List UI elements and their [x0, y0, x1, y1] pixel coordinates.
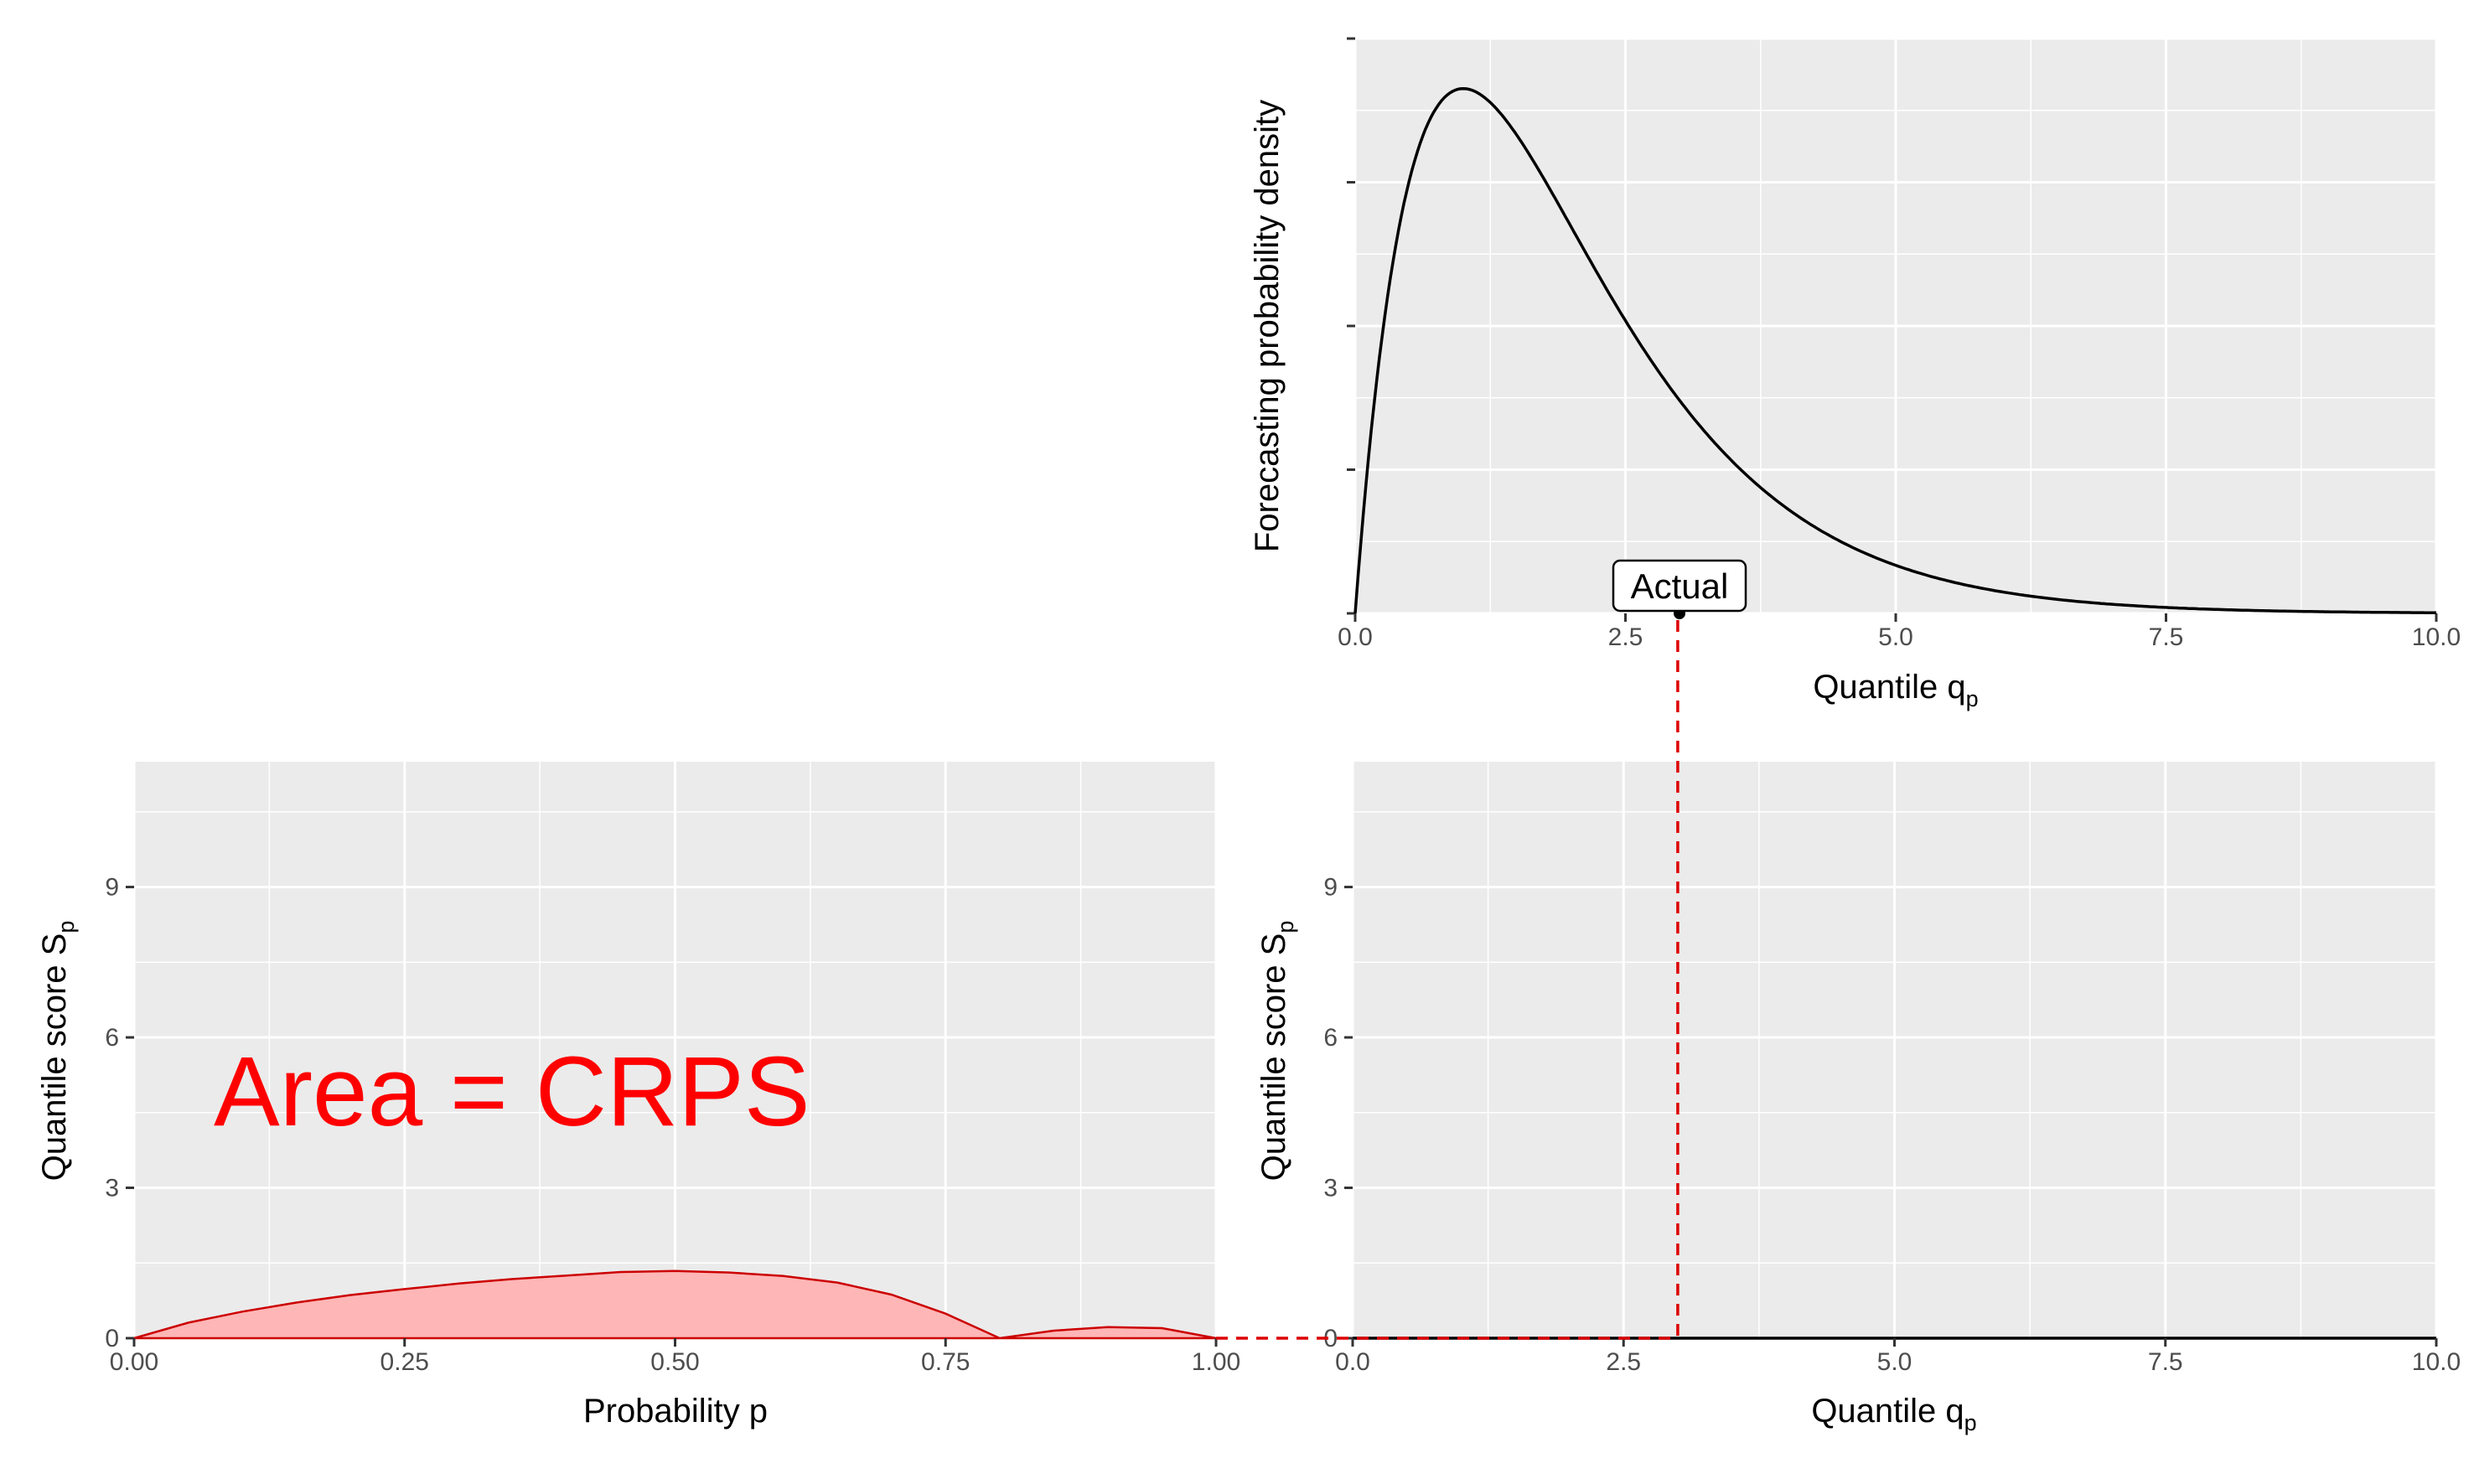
score-probability-y-tick-label: 3 [105, 1175, 119, 1202]
crps-annotation: Area = CRPS [214, 1037, 810, 1147]
density-x-tick-label: 10.0 [2412, 623, 2461, 651]
score-probability-y-tick-label: 9 [105, 874, 119, 902]
score-probability-y-axis-title-sub: p [54, 921, 79, 933]
actual-annotation: Actual [1612, 559, 1747, 619]
density-x-tick-label: 5.0 [1878, 623, 1913, 651]
score-quantile-x-tick-labels: 0.0 2.5 5.0 7.5 10.0 [1335, 1348, 2461, 1376]
score-quantile-x-tick-label: 10.0 [2412, 1348, 2461, 1376]
score-quantile-x-axis-title-main: Quantile q [1811, 1393, 1964, 1430]
score-quantile-x-axis-title-sub: p [1964, 1410, 1977, 1435]
density-x-axis-title-main: Quantile q [1813, 669, 1965, 706]
score-probability-y-tick-labels: 0 3 6 9 [105, 874, 119, 1352]
actual-label-box [1612, 559, 1747, 613]
score-probability-x-tick-label: 0.50 [650, 1348, 699, 1376]
score-probability-x-tick-labels: 0.00 0.25 0.50 0.75 1.00 [110, 1348, 1240, 1376]
score-quantile-x-tick-label: 7.5 [2148, 1348, 2183, 1376]
score-probability-y-tick-label: 0 [105, 1325, 119, 1352]
score-probability-y-axis-title-main: Quantile score S [36, 933, 73, 1182]
score-probability-x-tick-label: 0.00 [110, 1348, 158, 1376]
density-x-axis-title-sub: p [1966, 686, 1979, 711]
score-quantile-y-tick-label: 9 [1323, 874, 1338, 902]
crps-area [133, 1269, 1217, 1340]
density-y-axis-title: Forecasting probability density [1249, 100, 1286, 552]
score-probability-axis-ticks [126, 886, 1218, 1347]
score-quantile-y-tick-labels: 0 3 6 9 [1323, 874, 1338, 1352]
score-quantile-y-tick-label: 3 [1323, 1175, 1338, 1202]
score-quantile-x-tick-label: 5.0 [1877, 1348, 1912, 1376]
score-probability-y-axis-title: Quantile score Sp [36, 921, 79, 1182]
score-quantile-y-axis-title-main: Quantile score S [1255, 933, 1292, 1182]
density-x-tick-label: 2.5 [1608, 623, 1643, 651]
density-axis-ticks [1347, 37, 2438, 622]
density-x-axis-title: Quantile qp [1813, 669, 1978, 711]
density-curve [1353, 86, 2436, 614]
score-quantile-y-axis-title: Quantile score Sp [1255, 921, 1298, 1182]
actual-label: Actual [1631, 566, 1729, 606]
score-quantile-y-tick-label: 6 [1323, 1024, 1338, 1052]
score-quantile-y-axis-title-sub: p [1273, 921, 1298, 933]
score-probability-x-axis-title: Probability p [583, 1393, 768, 1430]
density-x-tick-label: 0.0 [1338, 623, 1373, 651]
score-probability-y-tick-label: 6 [105, 1024, 119, 1052]
score-probability-x-tick-label: 1.00 [1192, 1348, 1240, 1376]
score-quantile-x-axis-title: Quantile qp [1811, 1393, 1976, 1435]
score-probability-panel: Area = CRPS 0.00 0.25 0.50 0.75 1.00 0 3 6 9 Pr… [36, 762, 1240, 1430]
score-quantile-x-tick-label: 0.0 [1335, 1348, 1370, 1376]
score-probability-x-tick-label: 0.25 [380, 1348, 429, 1376]
score-quantile-x-tick-label: 2.5 [1606, 1348, 1641, 1376]
density-x-tick-label: 7.5 [2149, 623, 2184, 651]
density-x-tick-labels: 0.0 2.5 5.0 7.5 10.0 [1338, 623, 2461, 651]
score-probability-x-tick-label: 0.75 [921, 1348, 970, 1376]
score-quantile-y-tick-label: 0 [1323, 1325, 1338, 1352]
density-panel: Actual 0.0 2.5 5.0 7.5 10.0 Quantile qp Fore… [1249, 37, 2461, 711]
